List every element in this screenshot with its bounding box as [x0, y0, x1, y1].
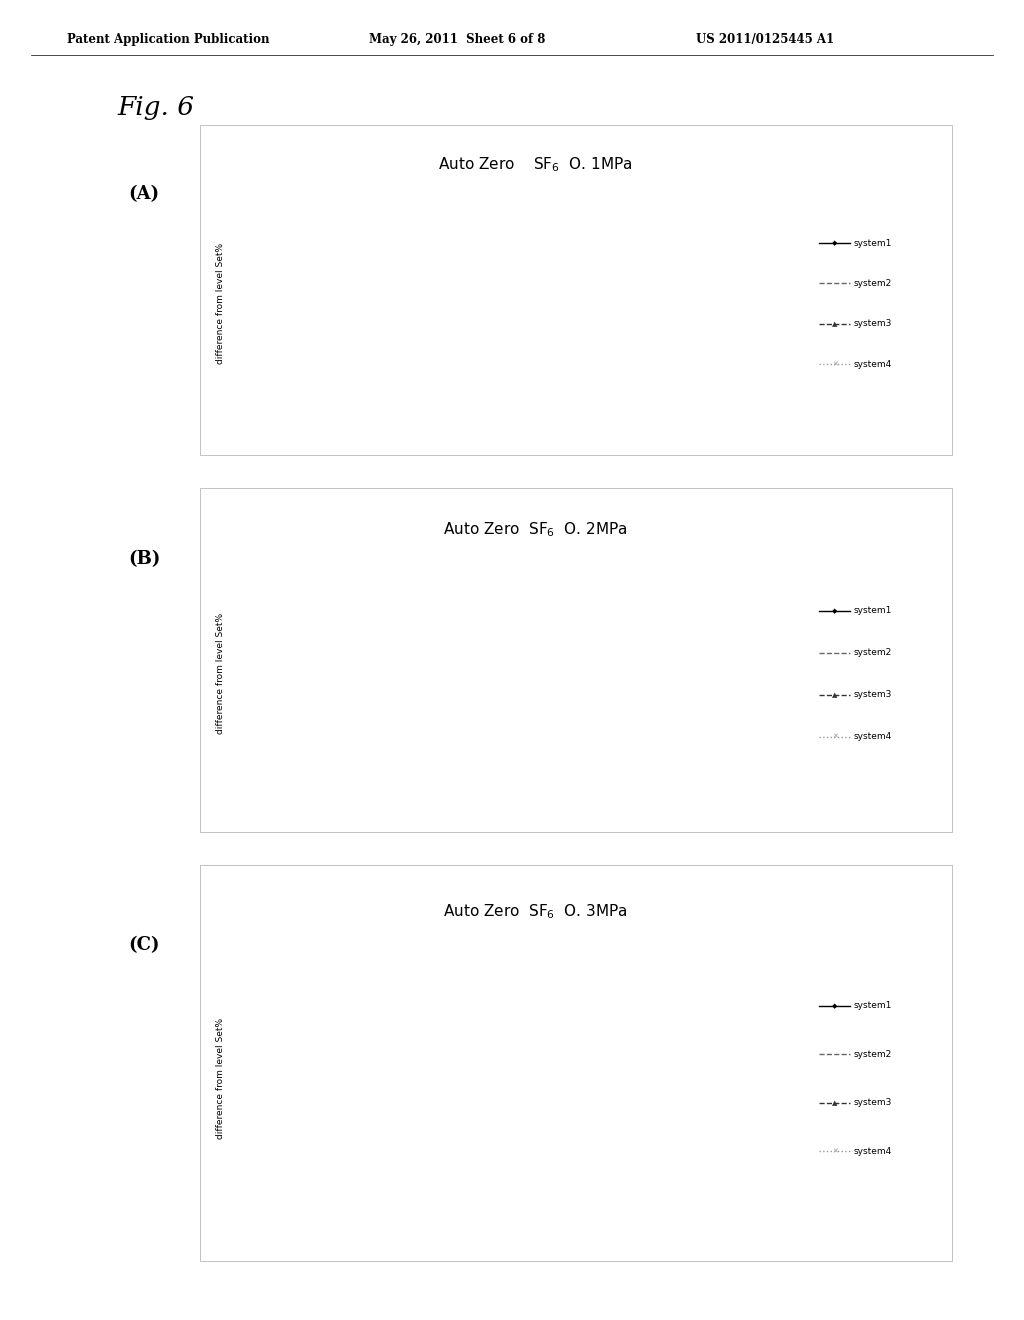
Text: system3: system3 [854, 1098, 892, 1107]
Text: system4: system4 [854, 733, 892, 742]
Text: ✕: ✕ [831, 734, 838, 739]
Text: ▲: ▲ [831, 1100, 838, 1106]
Text: ✕: ✕ [831, 1148, 838, 1154]
Text: system3: system3 [854, 690, 892, 700]
X-axis label: SET  %: SET % [516, 445, 554, 454]
Text: difference from level Set%: difference from level Set% [216, 1018, 224, 1139]
X-axis label: SET  %: SET % [516, 1243, 554, 1253]
Text: ▲: ▲ [831, 692, 838, 698]
Text: system2: system2 [854, 279, 892, 288]
Text: difference from level Set%: difference from level Set% [216, 614, 224, 734]
Text: US 2011/0125445 A1: US 2011/0125445 A1 [696, 33, 835, 46]
Text: system2: system2 [854, 648, 892, 657]
Text: Patent Application Publication: Patent Application Publication [67, 33, 269, 46]
X-axis label: SET  %: SET % [516, 820, 554, 829]
Text: system1: system1 [854, 606, 892, 615]
Text: ▲: ▲ [831, 321, 838, 327]
Text: ◆: ◆ [831, 240, 838, 246]
Text: (B): (B) [128, 550, 161, 568]
Text: Fig. 6: Fig. 6 [118, 95, 195, 120]
Text: Auto Zero  SF$_{6}$  O. 2MPa: Auto Zero SF$_{6}$ O. 2MPa [442, 520, 628, 539]
Text: ◆: ◆ [831, 607, 838, 614]
Text: ◆: ◆ [831, 1003, 838, 1008]
Text: system1: system1 [854, 1002, 892, 1010]
Text: system2: system2 [854, 1049, 892, 1059]
Text: difference from level Set%: difference from level Set% [216, 243, 224, 364]
Text: system4: system4 [854, 359, 892, 368]
Text: Auto Zero    SF$_{6}$  O. 1MPa: Auto Zero SF$_{6}$ O. 1MPa [438, 156, 632, 174]
Text: (A): (A) [128, 185, 159, 203]
Text: (C): (C) [128, 936, 160, 954]
Text: Auto Zero  SF$_{6}$  O. 3MPa: Auto Zero SF$_{6}$ O. 3MPa [442, 903, 628, 921]
Text: system3: system3 [854, 319, 892, 329]
Text: ✕: ✕ [831, 362, 838, 367]
Text: May 26, 2011  Sheet 6 of 8: May 26, 2011 Sheet 6 of 8 [369, 33, 545, 46]
Text: system1: system1 [854, 239, 892, 248]
Text: system4: system4 [854, 1147, 892, 1155]
